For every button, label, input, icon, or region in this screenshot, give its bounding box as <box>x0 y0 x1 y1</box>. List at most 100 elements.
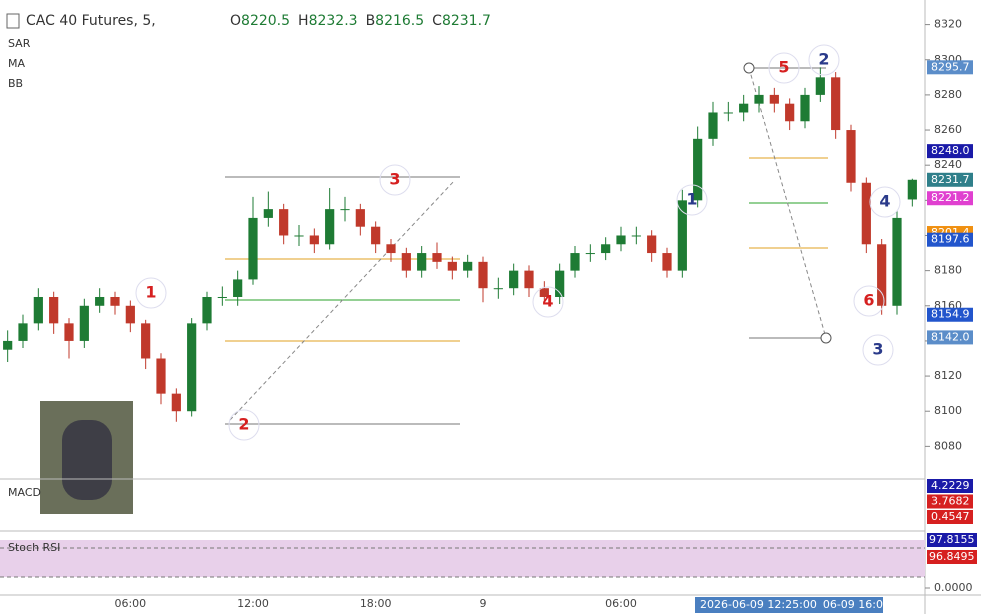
avatar-figure <box>62 420 112 500</box>
annotation: 1 <box>686 190 697 209</box>
annotation: 1 <box>145 283 156 302</box>
x-tick-label: 06:00 <box>605 597 637 610</box>
price-label: 8197.6 <box>931 233 970 246</box>
candle-body <box>110 296 120 306</box>
candle-body <box>217 296 227 298</box>
candle-body <box>555 270 565 297</box>
candle-body <box>478 261 488 289</box>
scale-label-box <box>927 533 977 547</box>
ohlc-letter: C <box>432 13 442 29</box>
price-label: 8231.7 <box>931 173 970 186</box>
annotation-circle <box>869 186 901 218</box>
scale-label-box <box>927 510 973 524</box>
candle-body <box>509 270 519 289</box>
y-tick-label: 8240 <box>934 158 962 171</box>
annotation-circle <box>532 286 564 318</box>
candle-body <box>125 305 135 324</box>
pane-label: Stoch RSI <box>8 541 60 554</box>
price-label-box <box>927 232 973 247</box>
candle-body <box>171 393 181 412</box>
candle-body <box>33 296 43 324</box>
candle-body <box>585 253 595 255</box>
indicator-label: BB <box>8 77 23 90</box>
annotation-circle <box>379 164 411 196</box>
scale-label: 3.7682 <box>931 495 970 508</box>
price-label: 8221.2 <box>931 191 970 204</box>
x-tick-label: 18:00 <box>360 597 392 610</box>
chart-title: CAC 40 Futures, 5, <box>26 13 156 29</box>
y-tick-label: 8100 <box>934 404 962 417</box>
ohlc-readout: O8220.5 H8232.3 B8216.5 C8231.7 <box>230 13 491 29</box>
price-label: 8295.7 <box>931 60 970 73</box>
ohlc-value: 8232.3 <box>309 13 358 29</box>
candle-body <box>785 103 795 122</box>
candle-body <box>493 288 503 290</box>
candle-body <box>815 77 825 95</box>
annotation: 2 <box>238 415 249 434</box>
drawing-tools <box>225 62 832 425</box>
ohlc-value: 8216.5 <box>375 13 424 29</box>
candle-body <box>279 209 289 236</box>
annotation: 4 <box>542 292 553 311</box>
candle-body <box>371 226 381 245</box>
stoch-band <box>0 540 925 577</box>
annotation: 3 <box>872 340 883 359</box>
crosshair-label: 06-09 16:05:00 <box>823 598 908 611</box>
scale-label-box <box>927 494 973 509</box>
price-label-box <box>927 172 973 187</box>
crosshair-time-box <box>695 597 883 613</box>
candle-body <box>616 235 626 245</box>
indicator-label: MA <box>8 57 25 70</box>
ohlc-letter: O <box>230 13 241 29</box>
candle-body <box>386 244 396 254</box>
candle-body <box>662 253 672 271</box>
ohlc-value: 8231.7 <box>442 13 491 29</box>
candle-body <box>325 209 335 245</box>
candle-body <box>631 235 641 237</box>
y-tick-label: 8280 <box>934 88 962 101</box>
annotation-circle <box>862 334 894 366</box>
candle-body <box>447 261 457 271</box>
ohlc-letter: H <box>298 13 309 29</box>
annotation-circle <box>853 285 885 317</box>
y-tick-label: 8180 <box>934 264 962 277</box>
pane-label: MACD <box>8 486 41 499</box>
candle-body <box>18 323 28 341</box>
scale-label-box <box>927 479 973 493</box>
scale-label: 0.4547 <box>931 510 970 523</box>
crosshair-label: 2026-06-09 12:25:00 <box>700 598 817 611</box>
annotation-circle <box>768 52 800 84</box>
crosshair-time: 2026-06-09 12:25:00 06-09 16:05:00 <box>700 598 908 611</box>
scale-label: 97.8155 <box>929 533 975 546</box>
price-label: 8248.0 <box>931 144 970 157</box>
price-label: 8154.9 <box>931 308 970 321</box>
candle-body <box>647 235 657 254</box>
ohlc-letter: B <box>366 13 376 29</box>
candle-body <box>156 358 166 394</box>
candle-body <box>539 288 549 297</box>
candle-body <box>739 103 749 113</box>
candle-body <box>800 94 810 122</box>
y-tick-label: 8260 <box>934 123 962 136</box>
price-label-box <box>927 144 973 159</box>
candle-body <box>524 270 534 289</box>
collapse-icon[interactable] <box>6 13 20 29</box>
annotation: 4 <box>879 192 890 211</box>
candle-body <box>141 323 151 359</box>
candle-body <box>340 209 350 211</box>
candle-body <box>294 235 304 237</box>
candle-body <box>248 217 258 280</box>
candle-body <box>708 112 718 139</box>
annotation-circle <box>676 184 708 216</box>
candle-body <box>846 130 856 183</box>
annotation-circle <box>228 409 260 441</box>
annotation: 3 <box>389 170 400 189</box>
candle-body <box>907 179 917 200</box>
price-label-box <box>927 191 973 206</box>
candle-body <box>187 323 197 412</box>
price-label: 8142.0 <box>931 330 970 343</box>
annotation-circle <box>135 277 167 309</box>
y-tick-label: 8080 <box>934 439 962 452</box>
